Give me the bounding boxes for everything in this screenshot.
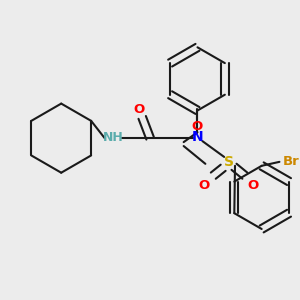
Text: O: O [247,179,258,192]
Text: S: S [224,155,234,169]
Text: O: O [199,179,210,192]
Text: N: N [192,130,203,144]
Text: Br: Br [283,155,300,168]
Text: NH: NH [103,131,124,144]
Text: O: O [134,103,145,116]
Text: O: O [192,120,203,133]
